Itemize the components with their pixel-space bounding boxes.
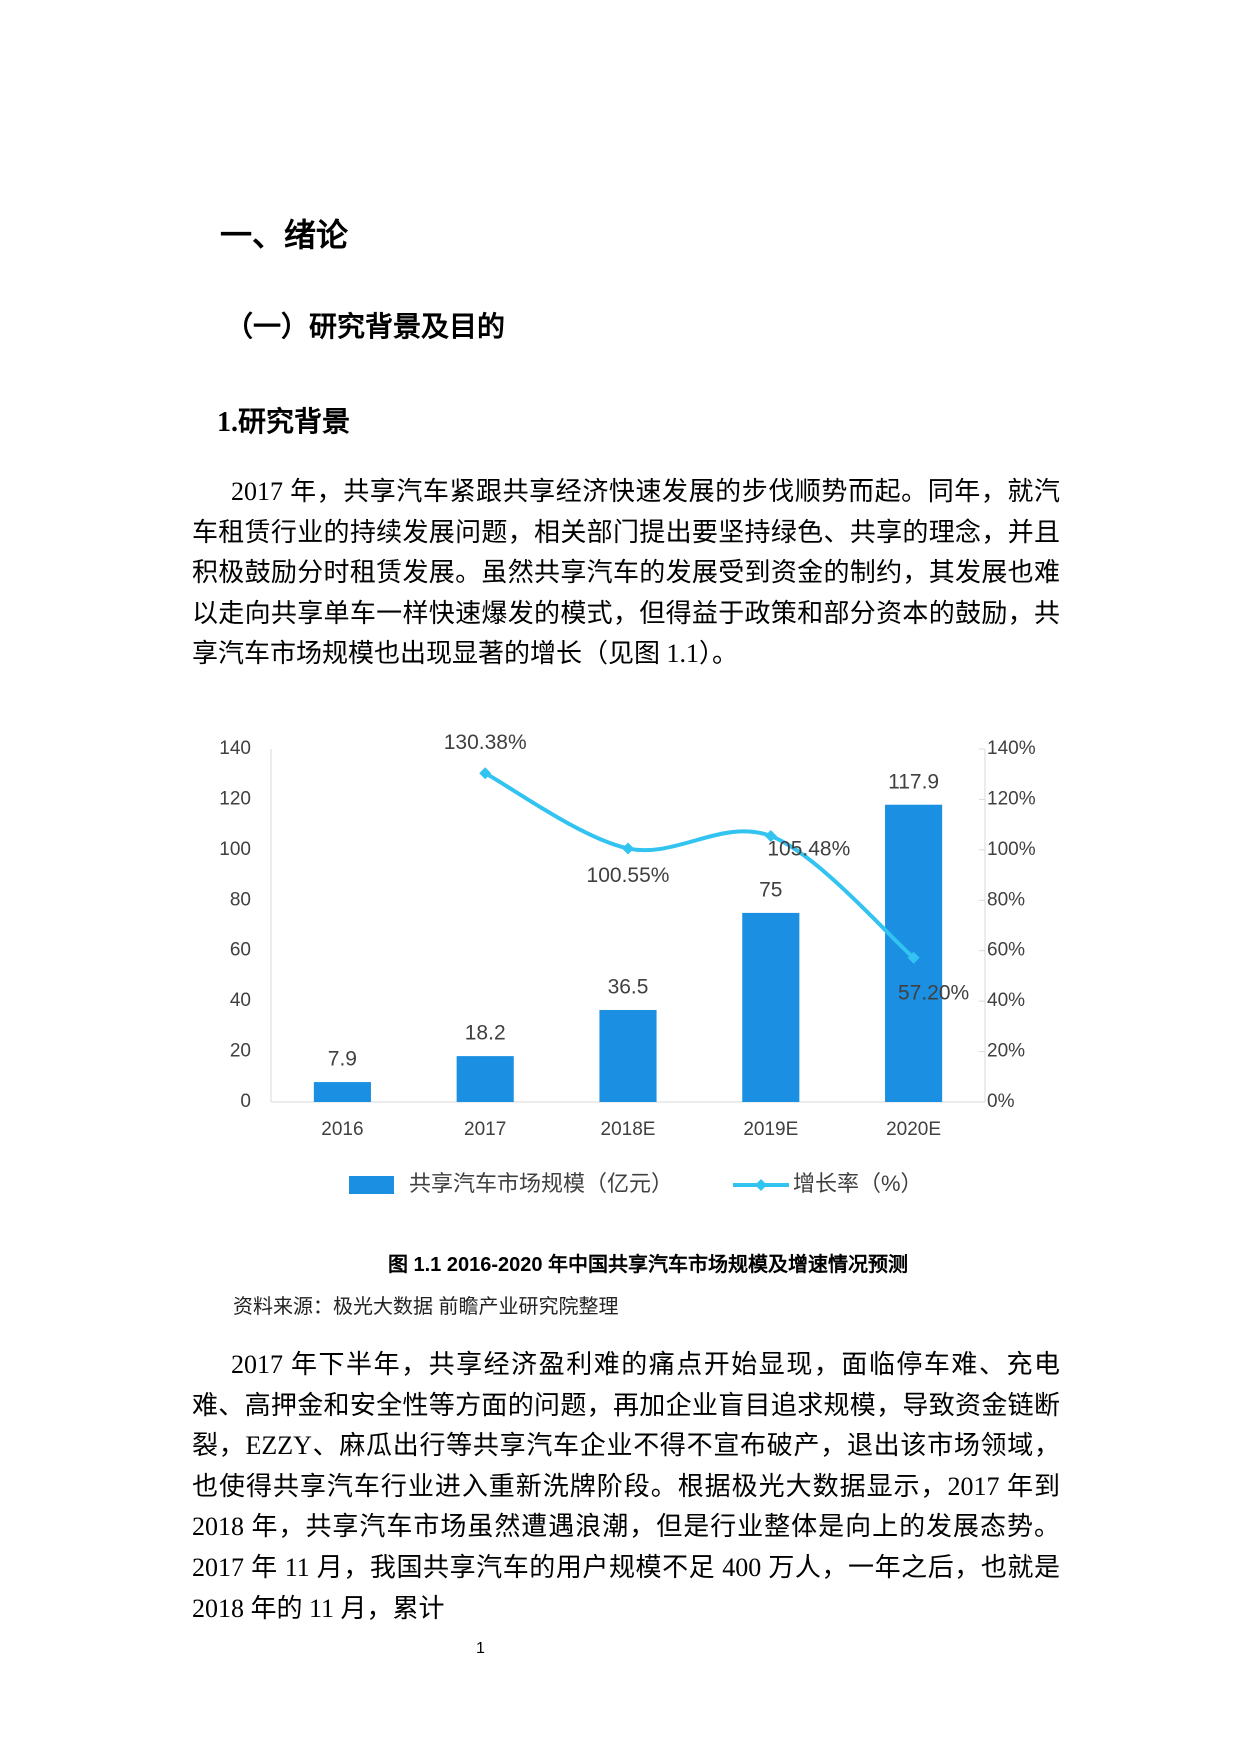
y-tick-label: 120 [219, 788, 251, 809]
y2-tick-label: 40% [987, 990, 1025, 1011]
figure-source: 资料来源：极光大数据 前瞻产业研究院整理 [233, 1296, 619, 1318]
y-tick-label: 40 [230, 990, 251, 1011]
bar [313, 1082, 371, 1102]
y2-tick-label: 80% [987, 889, 1025, 910]
legend-swatch [349, 1176, 394, 1194]
line-marker [622, 842, 634, 855]
line [484, 771, 915, 960]
y2-tick-label: 140% [987, 738, 1036, 759]
y-tick-label: 140 [219, 738, 251, 759]
x-tick-label: 2020E [886, 1119, 941, 1140]
figure-caption: 图 1.1 2016-2020 年中国共享汽车市场规模及增速情况预测 [387, 1254, 909, 1276]
bar-value-label: 36.5 [608, 976, 649, 999]
bar-value-label: 7.9 [328, 1048, 357, 1071]
x-tick-label: 2018E [601, 1119, 656, 1140]
y-tick-label: 0 [240, 1091, 251, 1112]
y-tick-label: 20 [230, 1041, 251, 1062]
subsection-title: 1.研究背景 [217, 407, 351, 438]
line-marker [764, 830, 777, 843]
bar [599, 1009, 657, 1102]
x-tick-label: 2019E [743, 1119, 798, 1140]
y2-tick-label: 120% [987, 788, 1036, 809]
bar-value-label: 18.2 [465, 1022, 506, 1045]
bar-value-label: 75 [759, 878, 782, 901]
line-marker [907, 951, 920, 964]
line-value-label: 105.48% [767, 838, 850, 861]
y2-tick-label: 60% [987, 940, 1025, 961]
line-value-label: 57.20% [898, 981, 969, 1004]
y-tick-label: 60 [230, 940, 251, 961]
bar [742, 912, 800, 1102]
y2-tick-label: 20% [987, 1041, 1025, 1062]
x-tick-label: 2016 [321, 1119, 363, 1140]
heading: 一、绪论 [220, 217, 349, 253]
chart: 0 20 40 60 80 100 120 140 0% 20% 40% 60% 80% 100% 120%… [219, 731, 1036, 1196]
line-marker [479, 767, 492, 780]
y-tick-label: 80 [230, 889, 251, 910]
legend-label: 共享汽车市场规模（亿元） [409, 1171, 673, 1196]
section-title: （一）研究背景及目的 [225, 312, 506, 343]
line-value-label: 100.55% [587, 864, 670, 887]
x-tick-label: 2017 [464, 1119, 506, 1140]
page-number: 1 [476, 1640, 485, 1657]
y2-tick-label: 100% [987, 839, 1036, 860]
paragraph: 2017 年下半年，共享经济盈利难的痛点开始显现，面临停车难、充电难、高押金和安… [192, 1350, 1060, 1623]
y-tick-label: 100 [219, 839, 251, 860]
legend-marker [755, 1179, 767, 1191]
y2-tick-label: 0% [987, 1091, 1015, 1112]
bar [456, 1056, 514, 1102]
paragraph: 2017 年，共享汽车紧跟共享经济快速发展的步伐顺势而起。同年，就汽车租赁行业的… [192, 477, 1060, 669]
legend-label: 增长率（%） [793, 1171, 923, 1196]
bar-value-label: 117.9 [888, 770, 939, 793]
line-value-label: 130.38% [444, 731, 527, 754]
